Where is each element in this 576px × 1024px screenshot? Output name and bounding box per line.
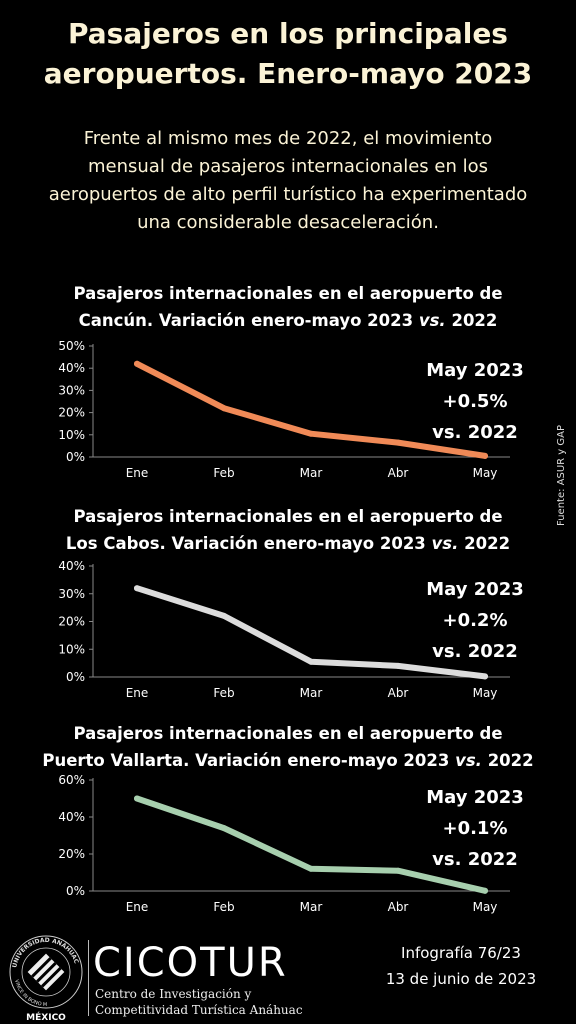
cicotur-subtitle: Centro de Investigación y Competitividad… [95, 987, 303, 1017]
y-tick-label: 0% [66, 450, 85, 464]
callout-line2: +0.2% [442, 610, 508, 631]
data-point [134, 360, 140, 367]
y-tick-label: 40% [58, 361, 85, 375]
data-point [221, 825, 227, 832]
callout-los-cabos: May 2023 +0.2% vs. 2022 [410, 574, 540, 667]
callout-puerto-vallarta: May 2023 +0.1% vs. 2022 [410, 782, 540, 875]
x-tick-label: Ene [126, 686, 149, 700]
y-tick-label: 10% [58, 642, 85, 656]
data-point [134, 795, 140, 802]
chart-cancun: 50% 40% 30% 20% 10% 0% Ene Feb Mar Abr May [58, 339, 510, 480]
publication-date: 13 de junio de 2023 [385, 970, 537, 988]
page-title: Pasajeros en los principales aeropuertos… [43, 17, 533, 90]
chart-title-line2: Puerto Vallarta. Variación enero-mayo 20… [42, 751, 534, 770]
callout-line1: May 2023 [426, 787, 524, 808]
data-point [395, 439, 401, 446]
x-tick-label: Ene [126, 466, 149, 480]
y-tick-label: 30% [58, 383, 85, 397]
callout-line3: vs. 2022 [432, 641, 518, 662]
x-tick-label: Abr [388, 900, 409, 914]
x-tick-label: Mar [300, 466, 323, 480]
callout-line3: vs. 2022 [432, 422, 518, 443]
chart-title-line2: Los Cabos. Variación enero-mayo 2023 vs.… [65, 534, 511, 553]
infographic-number: Infografía 76/23 [401, 944, 521, 962]
page-subtitle: Frente al mismo mes de 2022, el movimien… [48, 128, 528, 233]
data-point [482, 673, 488, 680]
x-tick-label: May [473, 466, 498, 480]
chart-los-cabos: 40% 30% 20% 10% 0% Ene Feb Mar Abr May [58, 559, 510, 700]
callout-line2: +0.1% [442, 818, 508, 839]
data-point [308, 865, 314, 872]
x-tick-label: Feb [213, 686, 234, 700]
x-tick-label: Abr [388, 466, 409, 480]
y-tick-label: 0% [66, 884, 85, 898]
x-tick-label: Mar [300, 900, 323, 914]
data-point [221, 612, 227, 619]
y-tick-label: 20% [58, 847, 85, 861]
y-tick-label: 10% [58, 428, 85, 442]
callout-line3: vs. 2022 [432, 849, 518, 870]
footer-divider [88, 940, 89, 1016]
chart-title-line1: Pasajeros internacionales en el aeropuer… [73, 724, 503, 743]
y-tick-label: 20% [58, 615, 85, 629]
anahuac-logo: UNIVERSIDAD ANÁHUAC VINCE IN BONO MALUM … [0, 928, 83, 1023]
y-tick-label: 0% [66, 670, 85, 684]
chart-puerto-vallarta: 60% 40% 20% 0% Ene Feb Mar Abr May [58, 773, 510, 914]
x-tick-label: Abr [388, 686, 409, 700]
data-point [482, 452, 488, 459]
logo-text-bottom: MÉXICO [26, 1011, 66, 1023]
y-tick-label: 40% [58, 810, 85, 824]
y-tick-label: 40% [58, 559, 85, 573]
x-tick-label: Feb [213, 900, 234, 914]
data-point [395, 662, 401, 669]
y-tick-label: 20% [58, 406, 85, 420]
x-tick-label: May [473, 686, 498, 700]
callout-line2: +0.5% [442, 391, 508, 412]
x-tick-label: Mar [300, 686, 323, 700]
data-point [308, 430, 314, 437]
chart-title-line1: Pasajeros internacionales en el aeropuer… [73, 507, 503, 526]
data-point [134, 585, 140, 592]
chart-title-los-cabos: Pasajeros internacionales en el aeropuer… [0, 503, 576, 557]
data-point [308, 658, 314, 665]
x-tick-label: Feb [213, 466, 234, 480]
data-point [221, 405, 227, 412]
callout-line1: May 2023 [426, 579, 524, 600]
x-tick-label: May [473, 900, 498, 914]
cicotur-logo: CICOTUR [93, 940, 288, 986]
x-tick-label: Ene [126, 900, 149, 914]
callout-line1: May 2023 [426, 360, 524, 381]
y-tick-label: 30% [58, 587, 85, 601]
chart-title-puerto-vallarta: Pasajeros internacionales en el aeropuer… [0, 720, 576, 774]
chart-title-cancun: Pasajeros internacionales en el aeropuer… [0, 280, 576, 334]
data-point [482, 887, 488, 894]
data-point [395, 867, 401, 874]
y-tick-label: 50% [58, 339, 85, 353]
chart-title-line2: Cancún. Variación enero-mayo 2023 vs. 20… [78, 311, 498, 330]
y-tick-label: 60% [58, 773, 85, 787]
source-note: Fuente: ASUR y GAP [556, 424, 567, 526]
chart-title-line1: Pasajeros internacionales en el aeropuer… [73, 284, 503, 303]
callout-cancun: May 2023 +0.5% vs. 2022 [410, 355, 540, 448]
